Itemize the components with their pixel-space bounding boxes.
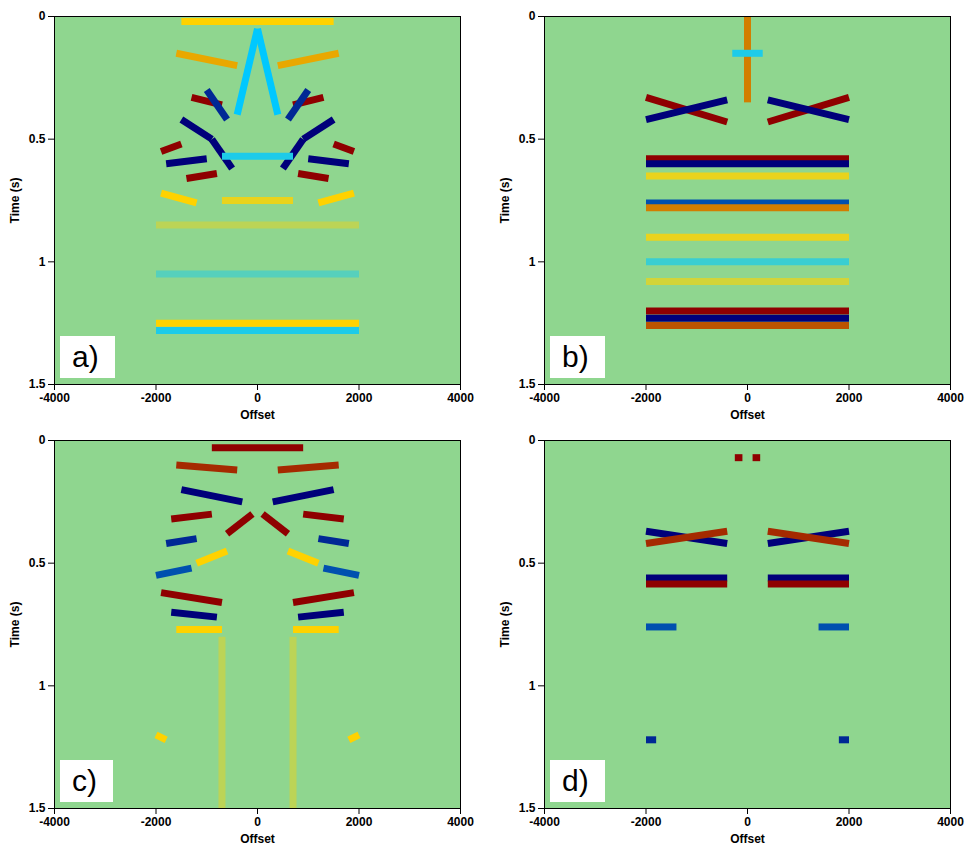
svg-text:1.5: 1.5 <box>519 377 536 391</box>
svg-text:1: 1 <box>39 679 46 693</box>
svg-text:1.5: 1.5 <box>29 377 46 391</box>
svg-text:0: 0 <box>39 433 46 447</box>
html-text:c): c) <box>72 764 97 797</box>
svg-text:1.5: 1.5 <box>29 801 46 815</box>
svg-text:Offset: Offset <box>730 832 765 846</box>
svg-text:0: 0 <box>529 9 536 23</box>
svg-text:2000: 2000 <box>346 815 373 829</box>
svg-text:Time (s): Time (s) <box>498 602 512 648</box>
svg-text:0.5: 0.5 <box>519 556 536 570</box>
svg-text:0: 0 <box>744 815 751 829</box>
svg-text:Time (s): Time (s) <box>498 178 512 224</box>
svg-text:-4000: -4000 <box>39 815 70 829</box>
svg-text:1: 1 <box>39 255 46 269</box>
svg-text:4000: 4000 <box>447 391 474 405</box>
svg-text:4000: 4000 <box>937 815 964 829</box>
svg-text:0: 0 <box>254 391 261 405</box>
svg-text:Offset: Offset <box>240 832 275 846</box>
svg-text:0: 0 <box>254 815 261 829</box>
svg-text:4000: 4000 <box>937 391 964 405</box>
svg-text:Offset: Offset <box>730 408 765 422</box>
svg-text:-2000: -2000 <box>631 391 662 405</box>
svg-text:0.5: 0.5 <box>519 132 536 146</box>
svg-text:-2000: -2000 <box>141 391 172 405</box>
svg-text:Time (s): Time (s) <box>8 178 22 224</box>
svg-text:2000: 2000 <box>836 815 863 829</box>
html-text:b): b) <box>562 340 589 373</box>
svg-text:0.5: 0.5 <box>29 132 46 146</box>
svg-text:1.5: 1.5 <box>519 801 536 815</box>
svg-text:4000: 4000 <box>447 815 474 829</box>
svg-text:Offset: Offset <box>240 408 275 422</box>
svg-text:-4000: -4000 <box>39 391 70 405</box>
svg-text:-4000: -4000 <box>529 815 560 829</box>
svg-text:-2000: -2000 <box>631 815 662 829</box>
html-text:a): a) <box>72 340 99 373</box>
html-text:d): d) <box>562 764 589 797</box>
svg-text:0: 0 <box>529 433 536 447</box>
svg-text:0: 0 <box>744 391 751 405</box>
svg-text:-4000: -4000 <box>529 391 560 405</box>
svg-text:-2000: -2000 <box>141 815 172 829</box>
svg-text:2000: 2000 <box>346 391 373 405</box>
svg-text:0: 0 <box>39 9 46 23</box>
svg-text:1: 1 <box>529 255 536 269</box>
svg-text:Time (s): Time (s) <box>8 602 22 648</box>
svg-text:0.5: 0.5 <box>29 556 46 570</box>
svg-text:1: 1 <box>529 679 536 693</box>
svg-text:2000: 2000 <box>836 391 863 405</box>
